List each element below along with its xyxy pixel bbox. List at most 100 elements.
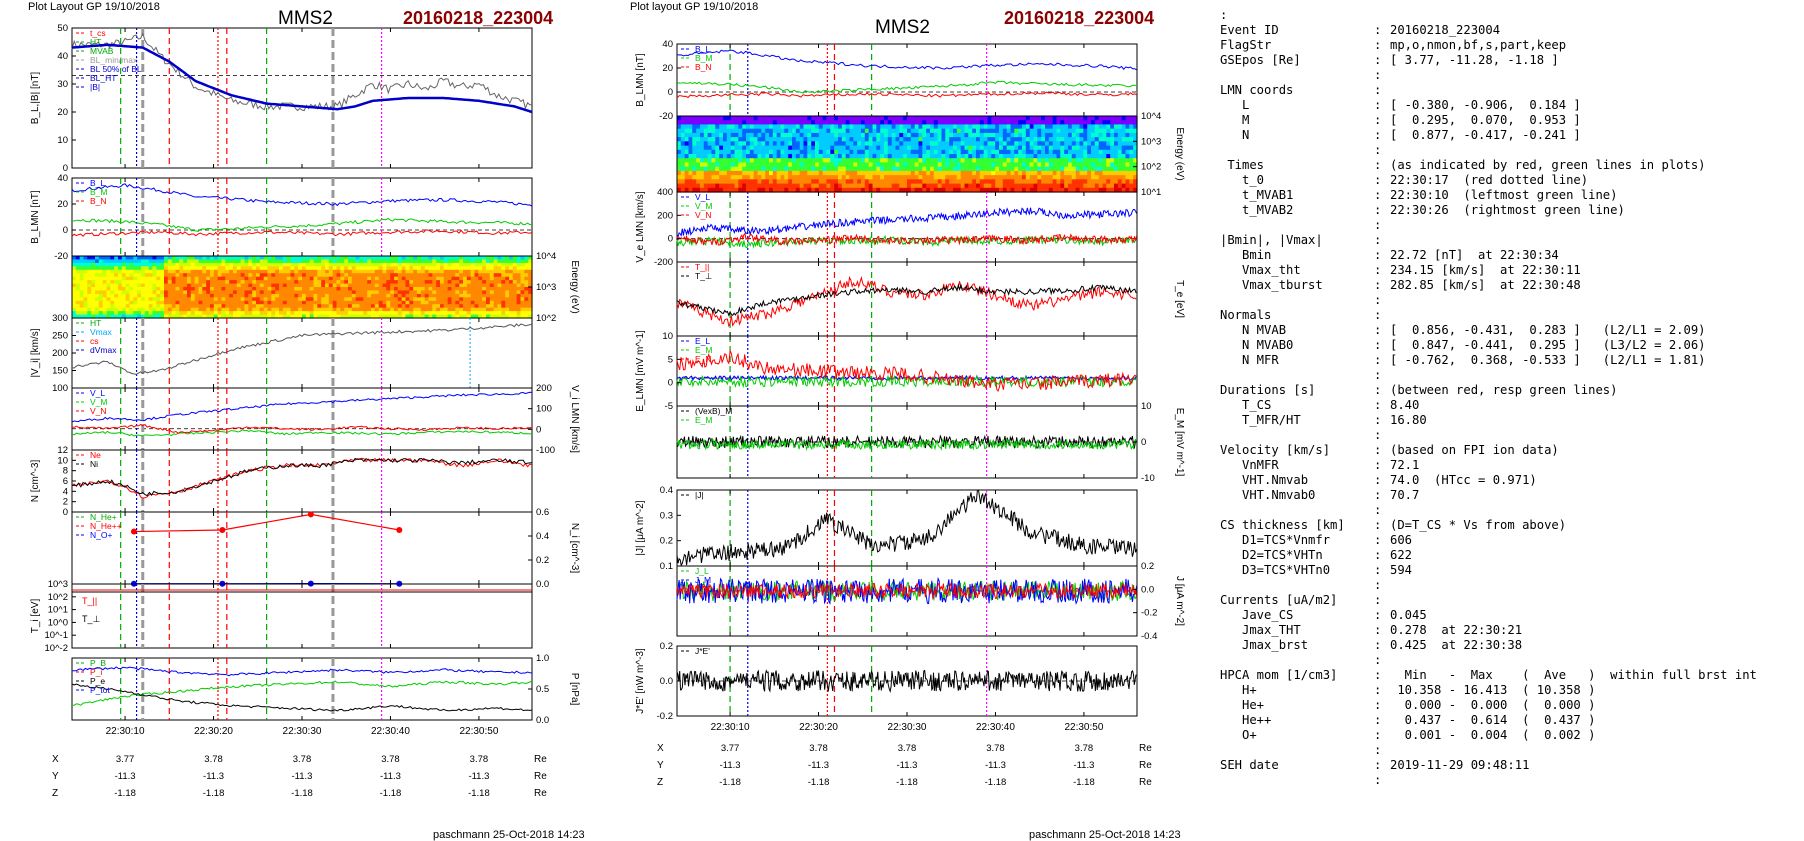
spectrogram-cell <box>1025 158 1031 163</box>
spectrogram-cell <box>734 141 739 147</box>
spectrogram-cell <box>688 141 693 147</box>
spectrogram-cell <box>1087 120 1092 125</box>
spectrogram-cell <box>474 293 479 298</box>
spectrogram-cell <box>857 128 862 134</box>
spectrogram-cell <box>738 145 743 151</box>
y-tick-label: 250 <box>52 331 68 342</box>
spectrogram-cell <box>995 183 1000 189</box>
spectrogram-cell <box>1037 141 1042 147</box>
spectrogram-cell <box>378 290 384 295</box>
spectrogram-cell <box>325 297 330 302</box>
spectrogram-cell <box>1056 162 1061 168</box>
spectrogram-cell <box>118 297 123 302</box>
spectrogram-cell <box>734 158 739 163</box>
pos-value: -1.18 <box>985 777 1007 788</box>
spectrogram-cell <box>390 262 395 267</box>
spectrogram-cell <box>876 145 881 151</box>
spectrogram-cell <box>987 128 992 134</box>
spectrogram-cell <box>409 290 414 295</box>
spectrogram-cell <box>922 170 927 176</box>
spectrogram-cell <box>918 132 923 138</box>
spectrogram-cell <box>807 162 812 168</box>
spectrogram-cell <box>294 259 299 264</box>
legend-label: Ni <box>90 459 98 469</box>
spectrogram-cell <box>788 170 793 176</box>
spectrogram-cell <box>374 280 380 285</box>
spectrogram-cell <box>363 293 368 298</box>
spectrogram-cell <box>830 120 835 125</box>
spectrogram-cell <box>1010 128 1015 134</box>
spectrogram-cell <box>294 297 299 302</box>
spectrogram-cell <box>795 162 801 168</box>
spectrogram-cell <box>1102 175 1107 180</box>
spectrogram-cell <box>470 287 476 291</box>
spectrogram-cell <box>703 120 709 125</box>
spectrogram-cell <box>918 183 923 189</box>
spectrogram-cell <box>206 307 211 312</box>
spectrogram-cell <box>1110 175 1115 180</box>
spectrogram-cell <box>807 141 812 147</box>
spectrogram-cell <box>803 175 808 180</box>
spectrogram-cell <box>321 311 326 316</box>
spectrogram-cell <box>440 307 445 312</box>
spectrogram-cell <box>1125 120 1130 125</box>
spectrogram-cell <box>845 154 851 159</box>
spectrogram-cell <box>964 187 969 193</box>
spectrogram-cell <box>512 304 518 309</box>
spectrogram-cell <box>198 283 203 288</box>
spectrogram-cell <box>1033 162 1038 168</box>
spectrogram-cell <box>1037 179 1042 185</box>
spectrogram-cell <box>332 262 338 267</box>
spectrogram-cell <box>486 293 491 298</box>
spectrogram-cell <box>72 269 77 274</box>
spectrogram-cell <box>256 297 261 302</box>
spectrogram-cell <box>459 273 464 278</box>
spectrogram-cell <box>489 314 495 319</box>
spectrogram-cell <box>692 137 697 142</box>
spectrogram-cell <box>194 300 200 305</box>
spectrogram-cell <box>405 300 410 305</box>
spectrogram-cell <box>286 311 292 316</box>
spectrogram-cell <box>344 273 349 278</box>
spectrogram-cell <box>528 276 533 281</box>
spectrogram-cell <box>983 132 989 138</box>
y-tick-label: 300 <box>52 313 68 324</box>
spectrogram-cell <box>317 259 322 264</box>
spectrogram-cell <box>734 162 739 168</box>
legend-label: E_N <box>695 354 712 364</box>
spectrogram-cell <box>118 293 123 298</box>
spectrogram-cell <box>707 162 713 168</box>
spectrogram-cell <box>355 311 361 316</box>
spectrogram-cell <box>202 290 207 295</box>
spectrogram-cell <box>505 311 510 316</box>
spectrogram-cell <box>363 273 368 278</box>
spectrogram-cell <box>294 269 299 274</box>
spectrogram-cell <box>290 280 295 285</box>
spectrogram-cell <box>815 137 820 142</box>
spectrogram-cell <box>259 293 265 298</box>
spectrogram-cell <box>976 141 981 147</box>
series-line-jdote <box>676 669 1137 694</box>
spectrogram-cell <box>1048 116 1054 121</box>
spectrogram-cell <box>910 166 916 172</box>
spectrogram-cell <box>857 145 862 151</box>
spectrogram-cell <box>413 304 418 309</box>
spectrogram-cell <box>505 259 510 264</box>
spectrogram-cell <box>815 183 820 189</box>
spectrogram-cell <box>780 128 785 134</box>
spectrogram-cell <box>696 145 701 151</box>
spectrogram-cell <box>1075 187 1081 193</box>
spectrogram-cell <box>918 124 923 130</box>
spectrogram-cell <box>294 293 299 298</box>
spectrogram-cell <box>321 262 326 267</box>
spectrogram-cell <box>382 311 387 316</box>
y-tick-label: -0.4 <box>1141 631 1157 642</box>
spectrogram-cell <box>110 290 115 295</box>
spectrogram-cell <box>213 266 219 271</box>
spectrogram-cell <box>1002 145 1008 151</box>
spectrogram-cell <box>1087 137 1092 142</box>
spectrogram-cell <box>210 314 215 319</box>
spectrogram-cell <box>217 293 223 298</box>
spectrogram-cell <box>443 262 449 267</box>
spectrogram-cell <box>841 132 847 138</box>
